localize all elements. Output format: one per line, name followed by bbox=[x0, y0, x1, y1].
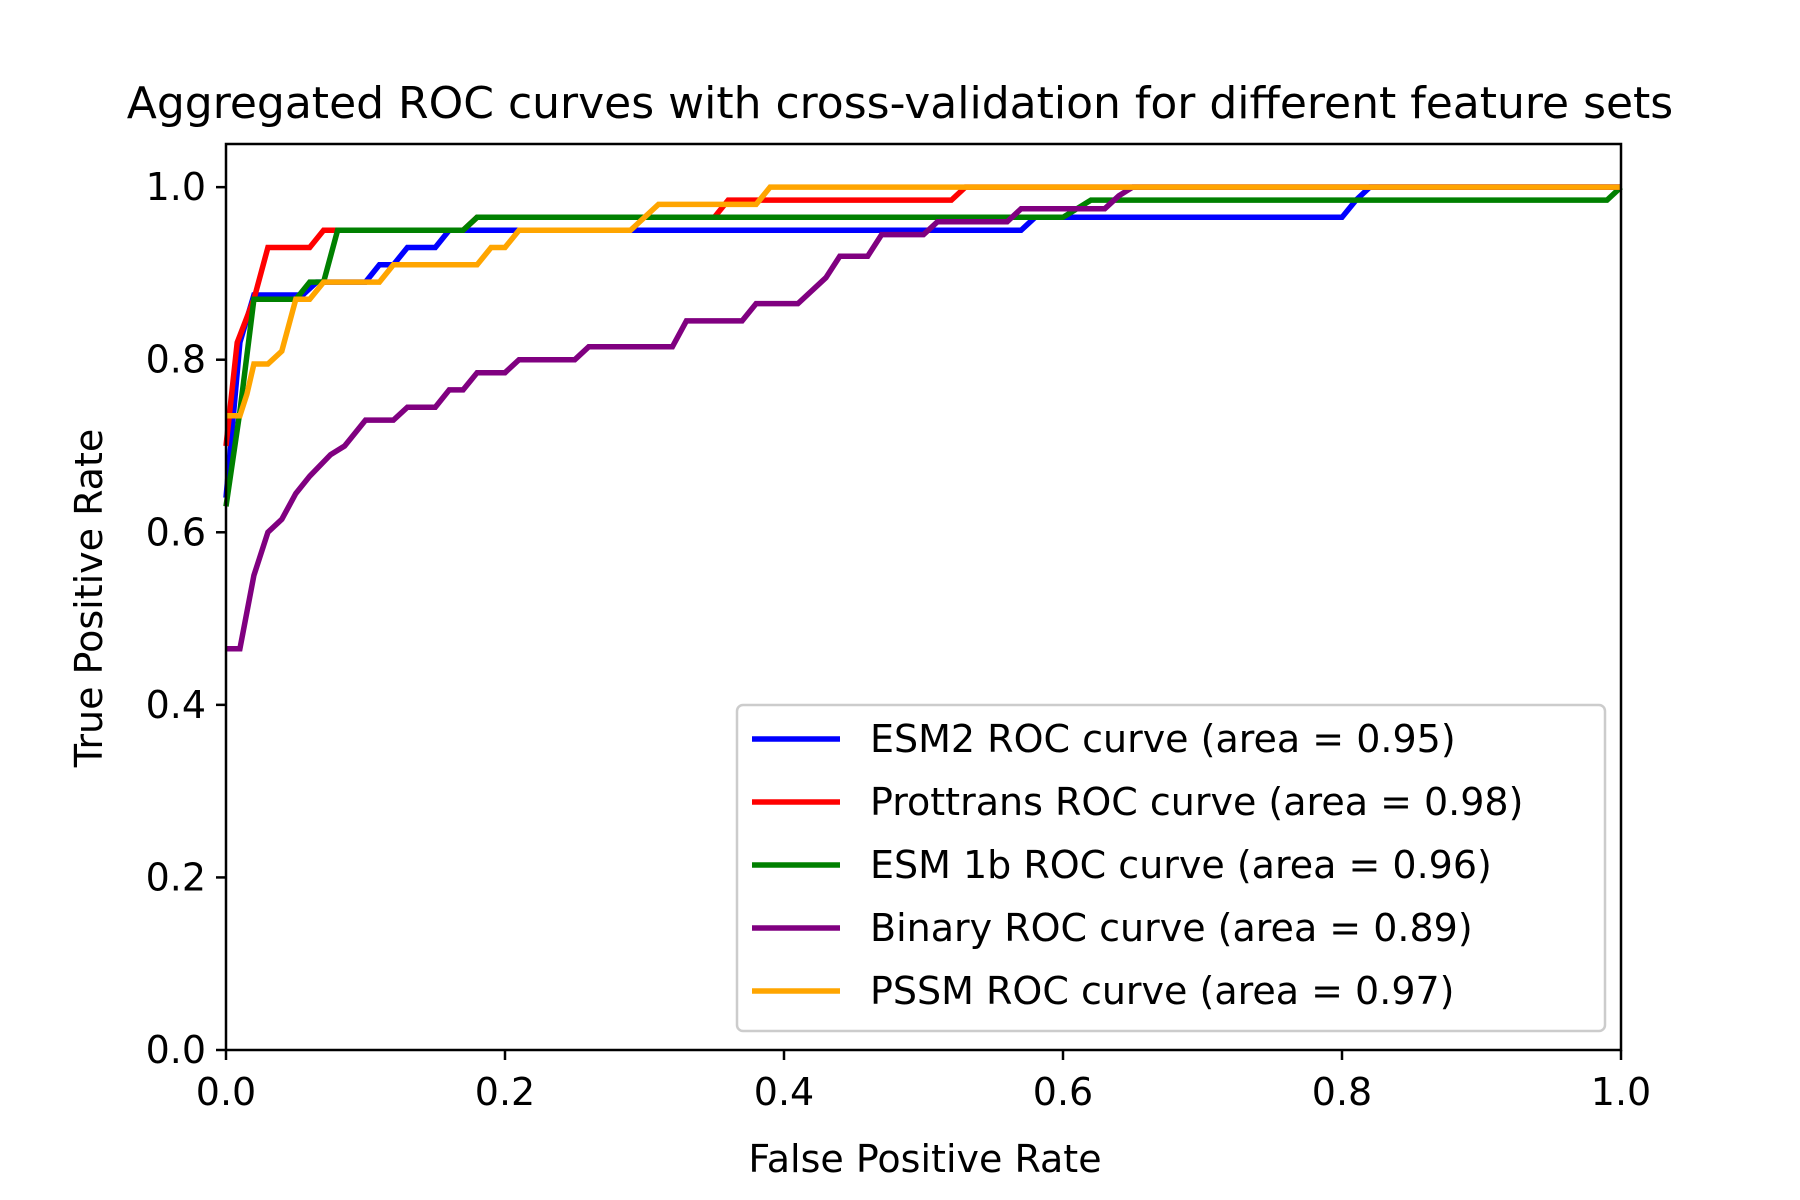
y-tick-label: 1.0 bbox=[146, 165, 206, 209]
y-tick-label: 0.6 bbox=[146, 510, 206, 554]
series-line-0 bbox=[223, 184, 1621, 499]
series-line-3 bbox=[226, 184, 1621, 652]
legend-label-3: Binary ROC curve (area = 0.89) bbox=[870, 906, 1473, 950]
series-line-2 bbox=[223, 185, 1623, 507]
series-layer bbox=[223, 184, 1623, 652]
axis-layer: 0.0 0.2 0.4 0.6 0.8 1.0 0.0 0.2 0.4 0.6 0.8 1.0 bbox=[146, 142, 1651, 1114]
x-tick-label: 0.8 bbox=[1312, 1070, 1372, 1114]
legend-label-0: ESM2 ROC curve (area = 0.95) bbox=[870, 717, 1456, 761]
x-tick-label: 0.6 bbox=[1033, 1070, 1093, 1114]
legend-label-4: PSSM ROC curve (area = 0.97) bbox=[870, 969, 1455, 1013]
x-tick-label: 0.0 bbox=[196, 1070, 256, 1114]
legend-label-1: Prottrans ROC curve (area = 0.98) bbox=[870, 780, 1523, 824]
x-axis-label: False Positive Rate bbox=[748, 1137, 1101, 1181]
y-tick-label: 0.8 bbox=[146, 338, 206, 382]
legend: ESM2 ROC curve (area = 0.95) Prottrans RO… bbox=[735, 703, 1607, 1033]
series-line-4 bbox=[226, 184, 1621, 419]
y-tick-label: 0.4 bbox=[146, 683, 206, 727]
legend-frame bbox=[735, 703, 1607, 1033]
y-axis-label: True Positive Rate bbox=[67, 429, 111, 769]
chart-title: Aggregated ROC curves with cross-validat… bbox=[127, 78, 1673, 129]
y-tick-label: 0.0 bbox=[146, 1028, 206, 1072]
x-tick-label: 0.2 bbox=[475, 1070, 535, 1114]
plot-frame bbox=[224, 142, 1623, 1052]
x-tick-label: 1.0 bbox=[1591, 1070, 1651, 1114]
x-tick-label: 0.4 bbox=[754, 1070, 814, 1114]
legend-label-2: ESM 1b ROC curve (area = 0.96) bbox=[870, 843, 1492, 887]
y-tick-label: 0.2 bbox=[146, 855, 206, 899]
